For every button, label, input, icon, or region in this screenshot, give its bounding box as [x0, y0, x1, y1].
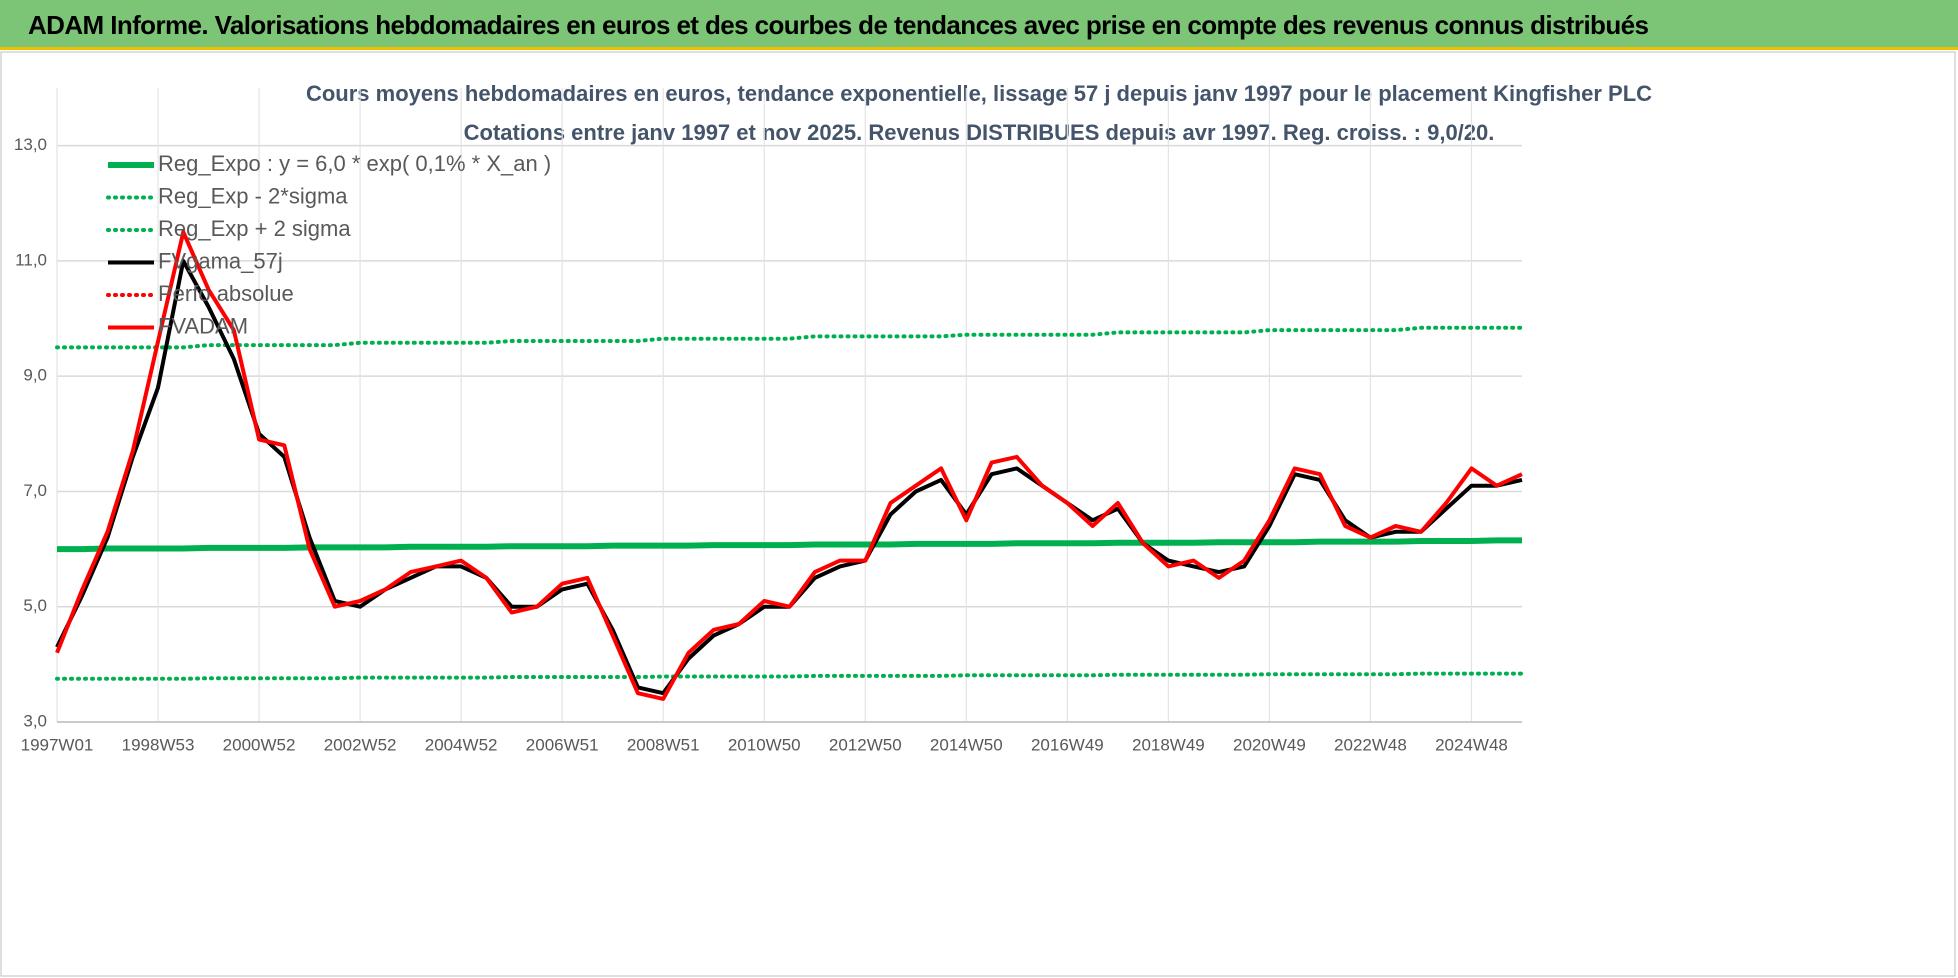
x-tick-label: 2022W48: [1334, 735, 1407, 754]
series-line: [55, 325, 1524, 350]
legend-label: FVADAM: [158, 313, 248, 338]
x-tick-label: 2020W49: [1233, 735, 1306, 754]
legend-label: FVgama_57j: [158, 248, 283, 273]
x-tick-label: 2008W51: [627, 735, 700, 754]
y-tick-label: 9,0: [23, 366, 47, 385]
x-tick-label: 1998W53: [122, 735, 195, 754]
y-tick-label: 5,0: [23, 596, 47, 615]
chart-subtitle: Cotations entre janv 1997 et nov 2025. R…: [464, 120, 1495, 145]
banner: ADAM Informe. Valorisations hebdomadaire…: [0, 0, 1958, 50]
x-tick-label: 2002W52: [324, 735, 397, 754]
legend-label: Perfo absolue: [158, 281, 294, 306]
x-tick-label: 2014W50: [930, 735, 1003, 754]
x-tick-label: 2000W52: [223, 735, 296, 754]
chart-frame: [0, 51, 1956, 977]
x-tick-label: 1997W01: [21, 735, 94, 754]
legend-label: Reg_Exp + 2 sigma: [158, 216, 351, 241]
series-line: [57, 537, 1522, 553]
x-tick-label: 2018W49: [1132, 735, 1205, 754]
chart: Cours moyens hebdomadaires en euros, ten…: [0, 51, 1956, 977]
legend-label: Reg_Exp - 2*sigma: [158, 183, 348, 208]
x-tick-label: 2006W51: [526, 735, 599, 754]
y-tick-label: 3,0: [23, 711, 47, 730]
x-tick-label: 2012W50: [829, 735, 902, 754]
series-line: [55, 230, 1523, 701]
x-tick-label: 2024W48: [1435, 735, 1508, 754]
x-tick-label: 2004W52: [425, 735, 498, 754]
chart-title: Cours moyens hebdomadaires en euros, ten…: [306, 81, 1652, 106]
y-tick-label: 7,0: [23, 481, 47, 500]
y-tick-label: 11,0: [15, 250, 47, 269]
y-tick-label: 13,0: [14, 135, 47, 154]
x-tick-label: 2010W50: [728, 735, 801, 754]
x-tick-label: 2016W49: [1031, 735, 1104, 754]
legend-label: Reg_Expo : y = 6,0 * exp( 0,1% * X_an ): [158, 151, 551, 176]
series-line: [55, 671, 1524, 681]
